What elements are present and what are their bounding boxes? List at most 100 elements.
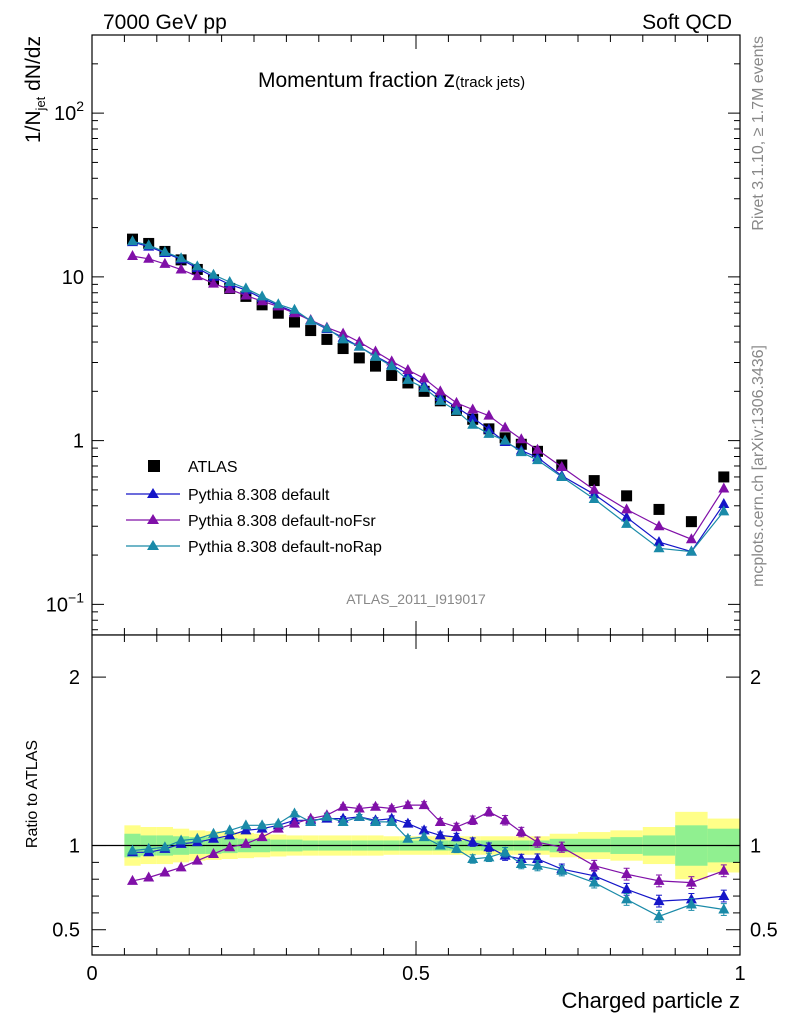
- main-ylabel-main: 1/N: [22, 110, 45, 143]
- ratio-point-1: [718, 864, 730, 875]
- atlas-point: [653, 503, 665, 515]
- ratio-point-1: [272, 822, 284, 833]
- series-point-2: [402, 363, 414, 374]
- ratio-point-2: [532, 859, 543, 870]
- atlas-point: [305, 325, 317, 337]
- series-point-2: [532, 443, 543, 454]
- ratio-point-0: [224, 829, 236, 840]
- ratio-point-1: [191, 854, 203, 865]
- ratio-point-1: [386, 802, 398, 813]
- series-point-2: [718, 482, 730, 493]
- legend-marker-atlas: [148, 460, 160, 472]
- ratio-point-0: [467, 836, 479, 847]
- ratio-point-2: [208, 827, 219, 838]
- ratio-point-1: [240, 837, 252, 848]
- series-point-3: [370, 350, 381, 361]
- ratio-point-1: [588, 859, 600, 870]
- ratio-point-1: [143, 871, 155, 882]
- legend-marker-default: [147, 488, 159, 498]
- ratio-point-1: [653, 874, 665, 885]
- ratio-point-2: [175, 834, 187, 845]
- ratio-point-2: [685, 898, 697, 909]
- atlas-point: [588, 475, 600, 487]
- legend-label-nofsr: Pythia 8.308 default-noFsr: [188, 513, 376, 530]
- ratio-uncertainty-band: [124, 811, 740, 880]
- y-tick-label: 1: [73, 431, 84, 453]
- ratio-point-1: [434, 815, 446, 826]
- series-point-3: [159, 245, 171, 256]
- y-tick-label-base: 10: [46, 594, 68, 616]
- ratio-point-0: [402, 817, 414, 828]
- header-right: Soft QCD: [642, 11, 732, 34]
- series-point-2: [337, 327, 349, 338]
- ratio-axis-ticks: 0.5 0.51 12 20 0.5 1: [52, 635, 778, 985]
- series-point-2: [175, 263, 187, 274]
- ratio-point-2: [653, 910, 665, 921]
- ratio-point-2: [386, 815, 398, 826]
- series-point-2: [224, 283, 236, 294]
- ratio-point-1: [289, 817, 300, 828]
- series-point-3: [532, 454, 543, 465]
- legend-entry-default: Pythia 8.308 default: [126, 487, 330, 504]
- series-point-3: [208, 268, 219, 279]
- series-point-2: [483, 409, 495, 420]
- ratio-point-0: [208, 832, 219, 843]
- ratio-point-1: [402, 799, 414, 810]
- series-point-3: [386, 360, 398, 371]
- ratio-point-2: [588, 876, 600, 887]
- series-point-2: [434, 385, 446, 396]
- y-tick-label-exp: −1: [68, 589, 84, 605]
- series-point-3: [588, 493, 600, 504]
- series-point-3: [240, 282, 252, 293]
- ratio-y-tick-label-right: 1: [750, 836, 761, 858]
- ratio-point-2: [556, 864, 568, 875]
- ratio-point-1: [337, 800, 349, 811]
- ratio-point-0: [621, 883, 633, 894]
- series-point-2: [240, 289, 252, 300]
- main-title-sub: (track jets): [455, 74, 525, 91]
- ratio-point-2: [224, 824, 236, 835]
- series-point-3: [305, 314, 317, 325]
- ratio-point-1: [418, 799, 430, 810]
- atlas-point: [621, 490, 633, 502]
- series-point-3: [272, 298, 284, 309]
- series-point-3: [143, 239, 155, 250]
- rivet-label: Rivet 3.1.10, ≥ 1.7M events: [750, 36, 767, 231]
- legend-marker-norap: [147, 540, 159, 550]
- ratio-point-2: [337, 815, 349, 826]
- main-title-text: Momentum fraction: [258, 69, 444, 92]
- main-plot-area: [92, 35, 740, 635]
- ratio-point-2: [370, 815, 381, 826]
- series-point-2: [451, 396, 462, 407]
- ratio-point-1: [224, 841, 236, 852]
- series-point-1: [653, 536, 665, 547]
- main-ylabel: 1/Njet dN/dz: [22, 36, 48, 143]
- ratio-point-0: [653, 895, 665, 906]
- series-point-2: [159, 257, 171, 268]
- series-point-3: [653, 542, 665, 553]
- atlas-point: [370, 360, 381, 372]
- ratio-point-1: [353, 802, 365, 813]
- legend-label-default: Pythia 8.308 default: [188, 487, 330, 504]
- ratio-frame: [91, 634, 741, 956]
- ratio-point-0: [483, 841, 495, 852]
- main-ylabel-sub: jet: [33, 96, 48, 111]
- series-point-2: [556, 461, 568, 472]
- series-point-2: [588, 483, 600, 494]
- series-point-3: [321, 322, 333, 333]
- series-point-3: [515, 446, 527, 457]
- ratio-point-2: [467, 853, 479, 863]
- ratio-point-2: [321, 810, 333, 821]
- ratio-point-1: [685, 876, 697, 887]
- ratio-point-2: [353, 810, 365, 821]
- series-point-1: [718, 498, 730, 509]
- series-point-2: [208, 277, 219, 288]
- ratio-point-2: [191, 832, 203, 843]
- ratio-point-1: [532, 836, 543, 847]
- series-point-2: [685, 533, 697, 544]
- ratio-y-tick-label: 1: [69, 836, 80, 858]
- atlas-point: [289, 316, 300, 328]
- series-point-1: [621, 511, 633, 522]
- ratio-point-1: [467, 814, 479, 825]
- legend-label-atlas: ATLAS: [188, 459, 238, 476]
